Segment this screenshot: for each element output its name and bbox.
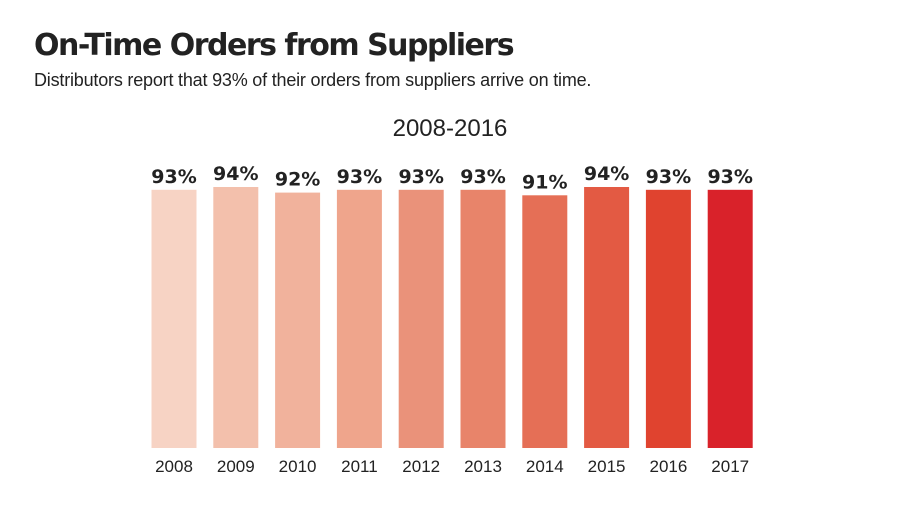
value-label-2014: 91% [522,171,567,193]
bar-2009 [213,187,259,448]
bar-2011 [336,189,382,449]
bar-2015 [584,187,630,448]
bar-2010 [275,192,321,448]
chart-title: On-Time Orders from Suppliers [34,28,515,63]
category-label-2009: 2009 [217,457,255,476]
bar-2013 [460,189,506,449]
bar-2017 [707,189,753,449]
value-label-2016: 93% [646,166,691,188]
value-label-2015: 94% [584,163,629,185]
category-label-2016: 2016 [649,457,687,476]
category-label-2012: 2012 [402,457,440,476]
category-label-2017: 2017 [711,457,749,476]
chart-period-label: 2008-2016 [392,115,508,142]
value-label-2013: 93% [460,166,505,188]
value-label-2011: 93% [337,166,382,188]
bar-2008 [151,189,197,449]
category-label-2008: 2008 [155,457,193,476]
category-label-2011: 2011 [341,457,378,476]
value-label-2012: 93% [398,166,443,188]
category-label-2015: 2015 [588,457,626,476]
chart-subtitle: Distributors report that 93% of their or… [34,70,592,90]
value-label-2010: 92% [275,169,320,191]
category-label-2013: 2013 [464,457,502,476]
bar-2012 [398,189,444,449]
category-label-2010: 2010 [279,457,317,476]
category-label-2014: 2014 [526,457,564,476]
value-label-2008: 93% [151,166,196,188]
bar-2014 [522,195,568,448]
bar-2016 [645,189,691,449]
value-label-2017: 93% [707,166,752,188]
value-label-2009: 94% [213,163,258,185]
